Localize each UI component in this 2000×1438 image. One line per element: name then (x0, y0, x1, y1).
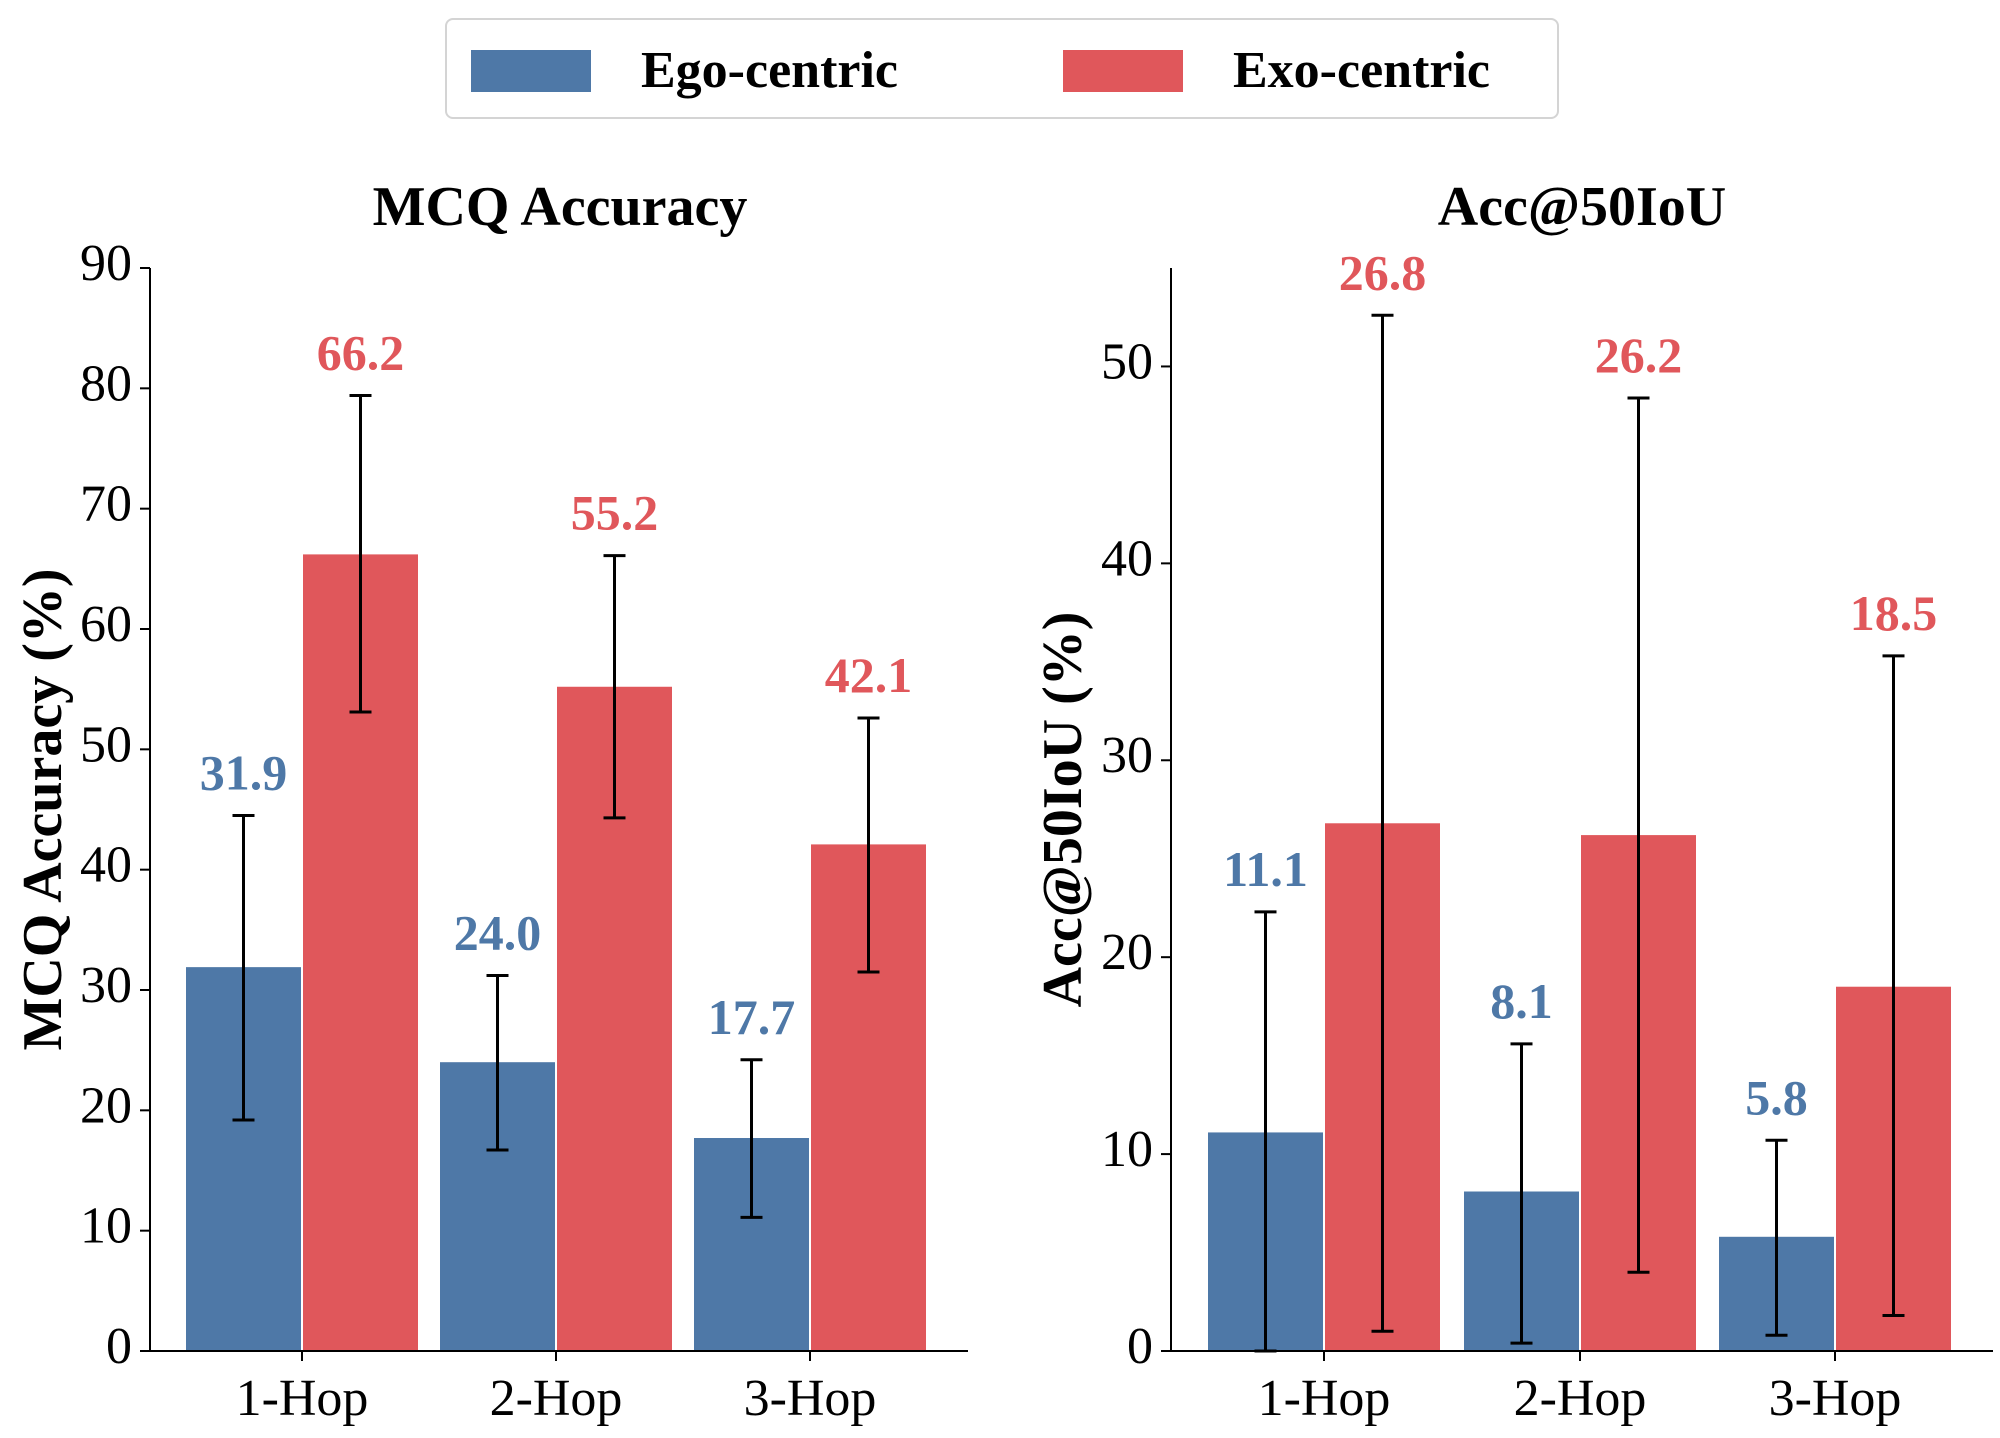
legend-swatch-ego (471, 49, 591, 92)
chart1-value-label: 42.1 (825, 647, 913, 703)
chart1-value-label: 66.2 (317, 325, 405, 381)
chart2-value-label: 26.8 (1339, 244, 1427, 300)
chart2-ytick-label: 10 (1101, 1121, 1153, 1178)
chart1-ytick-label: 0 (106, 1318, 132, 1375)
legend-item-exo: Exo-centric (1063, 20, 1490, 121)
chart1-ytick-label: 80 (80, 355, 132, 412)
chart1-value-label: 55.2 (571, 485, 659, 541)
chart1-ylabel: MCQ Accuracy (%) (12, 568, 74, 1050)
chart1-xtick-label: 3-Hop (744, 1370, 877, 1427)
chart2-title: Acc@50IoU (1438, 176, 1726, 238)
chart1-ytick-label: 30 (80, 957, 132, 1014)
chart2-value-label: 11.1 (1223, 841, 1308, 897)
chart1-ytick-label: 20 (80, 1077, 132, 1134)
chart2-xtick-label: 2-Hop (1514, 1370, 1647, 1427)
chart1-ytick-label: 60 (80, 596, 132, 653)
chart2-value-label: 8.1 (1490, 973, 1553, 1029)
chart1-ytick-label: 70 (80, 476, 132, 533)
legend-item-ego: Ego-centric (471, 20, 898, 121)
chart2-value-label: 26.2 (1595, 327, 1683, 383)
chart2-xtick-label: 3-Hop (1769, 1370, 1902, 1427)
chart2-ytick-label: 0 (1127, 1318, 1153, 1375)
chart1-value-label: 31.9 (200, 745, 288, 801)
chart1-ytick-label: 50 (80, 716, 132, 773)
chart2-value-label: 5.8 (1745, 1069, 1808, 1125)
legend-label-exo: Exo-centric (1233, 42, 1491, 99)
legend-swatch-exo (1063, 49, 1183, 92)
chart1-xtick-label: 1-Hop (236, 1370, 369, 1427)
chart1-ytick-label: 10 (80, 1198, 132, 1255)
chart2-xtick-label: 1-Hop (1258, 1370, 1391, 1427)
chart2-ytick-label: 40 (1101, 530, 1153, 587)
legend: Ego-centric Exo-centric (445, 18, 1559, 119)
chart1-title: MCQ Accuracy (373, 176, 748, 238)
chart2-ytick-label: 20 (1101, 924, 1153, 981)
chart2-ytick-label: 50 (1101, 333, 1153, 390)
chart1-value-label: 17.7 (708, 989, 796, 1045)
legend-label-ego: Ego-centric (641, 42, 899, 99)
chart1-value-label: 24.0 (454, 905, 542, 961)
chart1-xtick-label: 2-Hop (490, 1370, 623, 1427)
chart2-ytick-label: 30 (1101, 727, 1153, 784)
chart2-ylabel: Acc@50IoU (%) (1032, 612, 1094, 1008)
chart2-value-label: 18.5 (1850, 585, 1938, 641)
chart1-ytick-label: 90 (80, 235, 132, 292)
chart1-ytick-label: 40 (80, 837, 132, 894)
